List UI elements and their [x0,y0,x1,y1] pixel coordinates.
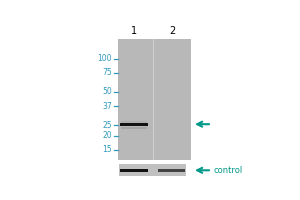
Text: 1: 1 [131,26,137,36]
Bar [121,127,147,129]
Text: 100: 100 [98,54,112,63]
Text: 37: 37 [102,102,112,111]
Bar [119,164,186,176]
Text: 2: 2 [169,26,175,36]
Text: 20: 20 [102,131,112,140]
Bar [120,123,148,126]
Text: 50: 50 [102,87,112,96]
Text: 25: 25 [102,121,112,130]
Bar [158,169,185,172]
Text: control: control [213,166,242,175]
Bar [118,39,191,160]
Bar [121,121,147,123]
Text: 15: 15 [102,145,112,154]
Bar [120,169,148,172]
Text: 75: 75 [102,68,112,77]
